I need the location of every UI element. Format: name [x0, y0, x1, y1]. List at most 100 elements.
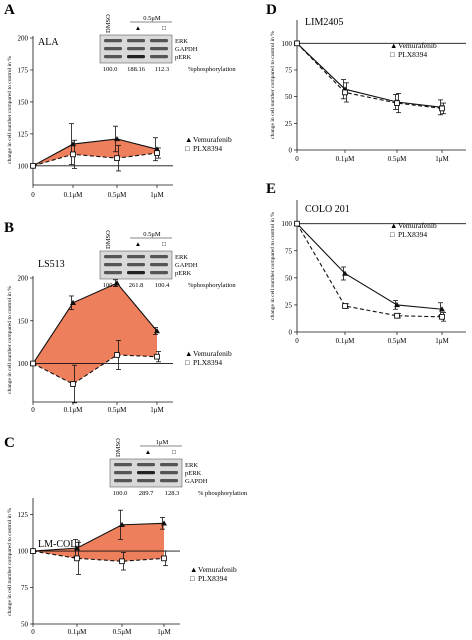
data-point-plx8394 [394, 312, 400, 319]
data-point-plx8394 [439, 313, 445, 320]
series-line-vemurafenib [32, 522, 165, 552]
y-tick-label: 200 [18, 275, 29, 283]
x-tick-label: 0 [31, 191, 35, 199]
phosphorylation-value: 112.3 [155, 66, 169, 73]
data-point-plx8394 [70, 381, 76, 387]
blot-band [127, 255, 145, 259]
band-label: GAPDH [185, 478, 208, 485]
y-tick-label: 50 [285, 93, 293, 101]
data-point-plx8394 [342, 303, 348, 309]
legend-marker-vemurafenib: ▲ [190, 565, 197, 574]
blot-band [114, 463, 132, 467]
y-tick-label: 150 [18, 317, 29, 325]
phosphorylation-unit: %phosphorylation [188, 282, 236, 289]
panel-letter: D [266, 2, 277, 18]
blot-band [137, 471, 155, 475]
x-tick-label: 0.5μM [388, 155, 408, 163]
y-tick-label: 100 [18, 162, 29, 170]
series-line-plx8394 [296, 42, 443, 109]
y-tick-label: 0 [289, 329, 293, 337]
blot-band [104, 39, 122, 43]
lane-label-dmso: DMSO [105, 14, 112, 33]
series-line-plx8394 [296, 223, 443, 318]
data-point-vemurafenib [70, 299, 76, 305]
band-label: pERK [175, 54, 192, 61]
blot-band [137, 479, 155, 483]
cell-line-name: LS513 [38, 259, 65, 270]
data-point-plx8394 [70, 151, 76, 158]
y-tick-label: 100 [18, 548, 29, 556]
series-line-vemurafenib [296, 42, 443, 108]
blot-band [104, 47, 122, 51]
legend: ▲ Vemurafenib□ PLX8394 [185, 135, 232, 153]
data-point-plx8394 [161, 555, 167, 562]
x-tick-label: 1μM [157, 628, 171, 636]
y-tick-label: 100 [282, 220, 293, 228]
y-tick-label: 100 [18, 360, 29, 368]
panel-d: D LIM2405 0 25 50 75 100 0 0.1μM 0.5μM 1μM change i… [266, 2, 466, 163]
blot-band [150, 47, 168, 51]
blot-band [104, 55, 122, 59]
series-line-vemurafenib [32, 138, 158, 167]
x-tick-label: 1μM [150, 191, 164, 199]
blot-band [127, 39, 145, 43]
band-label: GAPDH [175, 262, 198, 269]
data-point-vemurafenib [119, 521, 125, 527]
y-tick-label: 100 [282, 40, 293, 48]
lane-label-plx8394: □ [172, 449, 176, 456]
cell-line-name: LM-COL1 [38, 539, 81, 550]
phosphorylation-value: 188.16 [127, 66, 146, 73]
y-tick-label: 200 [18, 35, 29, 43]
x-tick-label: 0.5μM [388, 337, 408, 345]
blot-band [160, 479, 178, 483]
data-point-vemurafenib [161, 520, 167, 526]
data-point-plx8394 [294, 220, 300, 227]
legend-label-plx8394: PLX8394 [193, 144, 222, 153]
blot-band [127, 263, 145, 267]
blot-band [137, 463, 155, 467]
y-tick-label: 75 [285, 67, 293, 75]
data-point-plx8394 [119, 558, 125, 565]
blot-band [104, 271, 122, 275]
series-line-plx8394 [32, 550, 165, 562]
data-point-plx8394 [114, 155, 120, 162]
band-label: ERK [185, 462, 198, 469]
dose-label: 1μM [156, 439, 169, 446]
legend: ▲ Vemurafenib□ PLX8394 [390, 41, 437, 59]
legend-label-plx8394: PLX8394 [198, 574, 227, 583]
phosphorylation-value: 100.0 [103, 66, 118, 73]
blot-band [104, 263, 122, 267]
data-point-vemurafenib [114, 135, 120, 142]
y-axis-title: change in cell number compared to contro… [7, 508, 13, 616]
panel-a: A ALA 100 125 150 175 200 0 0.1μM 0.5μM 1μM change … [4, 2, 236, 199]
data-point-plx8394 [114, 352, 120, 358]
panel-letter: B [4, 220, 14, 236]
phosphorylation-value: 289.7 [139, 490, 154, 497]
blot-band [127, 47, 145, 51]
legend-label-vemurafenib: Vemurafenib [398, 41, 437, 50]
blot-band [150, 55, 168, 59]
series-line-plx8394 [32, 152, 158, 167]
y-tick-label: 75 [285, 247, 293, 255]
lane-label-dmso: DMSO [115, 438, 122, 457]
legend-marker-vemurafenib: ▲ [185, 135, 192, 144]
lane-label-vemurafenib: ▲ [145, 449, 151, 456]
x-tick-label: 0.1μM [68, 628, 88, 636]
legend-label-vemurafenib: Vemurafenib [198, 565, 237, 574]
data-point-plx8394 [294, 40, 300, 47]
data-point-plx8394 [30, 360, 36, 367]
legend-label-plx8394: PLX8394 [193, 358, 222, 367]
phosphorylation-value: 100.4 [155, 282, 170, 289]
legend-label-plx8394: PLX8394 [398, 50, 427, 59]
x-tick-label: 0 [31, 628, 35, 636]
y-tick-label: 125 [18, 511, 29, 519]
panel-letter: E [266, 181, 276, 197]
legend-marker-plx8394: □ [185, 144, 190, 153]
shaded-difference [33, 523, 164, 562]
x-tick-label: 0.1μM [64, 191, 84, 199]
phosphorylation-unit: %phosphorylation [188, 66, 236, 73]
legend-marker-plx8394: □ [390, 50, 395, 59]
y-tick-label: 150 [18, 98, 29, 106]
